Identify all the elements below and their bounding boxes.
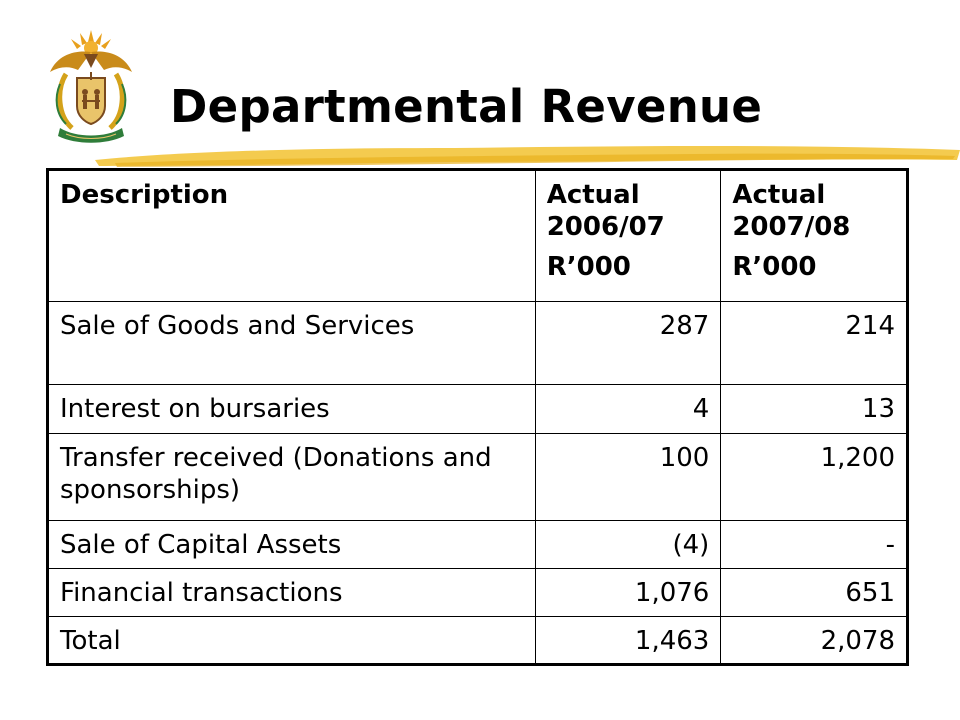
cell-description: Total xyxy=(47,616,536,665)
table-header-row: Description Actual 2006/07 R’000 Actual … xyxy=(47,169,908,302)
cell-actual-2007-08: 1,200 xyxy=(720,433,908,521)
column-header-description: Description xyxy=(47,169,536,302)
cell-actual-2007-08: 651 xyxy=(720,568,908,617)
cell-description: Sale of Capital Assets xyxy=(47,520,536,569)
table-row: Sale of Capital Assets (4) - xyxy=(47,520,908,569)
cell-description: Sale of Goods and Services xyxy=(47,301,536,385)
cell-actual-2006-07: 4 xyxy=(534,384,722,434)
cell-actual-2007-08: 214 xyxy=(720,301,908,385)
table-row-total: Total 1,463 2,078 xyxy=(47,616,908,665)
column-header-actual-2006-07: Actual 2006/07 R’000 xyxy=(534,169,722,302)
table-row: Interest on bursaries 4 13 xyxy=(47,384,908,434)
table-row: Transfer received (Donations and sponsor… xyxy=(47,433,908,521)
cell-actual-2006-07: (4) xyxy=(534,520,722,569)
cell-description: Financial transactions xyxy=(47,568,536,617)
page-title: Departmental Revenue xyxy=(170,80,763,133)
cell-description: Interest on bursaries xyxy=(47,384,536,434)
table-row: Sale of Goods and Services 287 214 xyxy=(47,301,908,385)
cell-actual-2007-08: - xyxy=(720,520,908,569)
table-row: Financial transactions 1,076 651 xyxy=(47,568,908,617)
cell-description: Transfer received (Donations and sponsor… xyxy=(47,433,536,521)
brush-stroke-divider xyxy=(95,146,960,167)
cell-actual-2006-07: 100 xyxy=(534,433,722,521)
cell-actual-2006-07: 1,076 xyxy=(534,568,722,617)
cell-actual-2007-08: 13 xyxy=(720,384,908,434)
column-header-actual-2007-08: Actual 2007/08 R’000 xyxy=(720,169,908,302)
cell-actual-2007-08: 2,078 xyxy=(720,616,908,665)
cell-actual-2006-07: 1,463 xyxy=(534,616,722,665)
revenue-table: Description Actual 2006/07 R’000 Actual … xyxy=(46,168,909,666)
coat-of-arms-icon xyxy=(50,30,132,143)
cell-actual-2006-07: 287 xyxy=(534,301,722,385)
